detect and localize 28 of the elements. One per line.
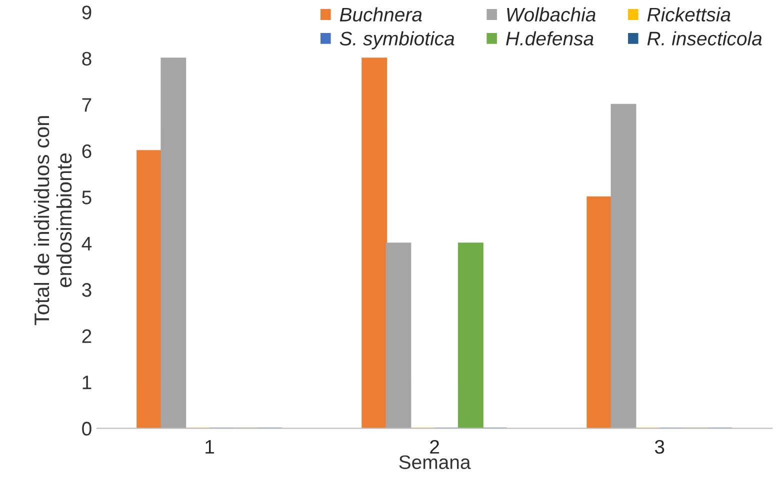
y-tick-label: 6 [82,144,92,158]
y-tick-label: 2 [82,329,92,343]
bar [610,104,636,428]
x-axis-title: Semana [399,455,471,470]
legend-label: R. insecticola [647,31,762,46]
bar [136,150,162,428]
x-tick-label: 3 [654,440,664,454]
x-tick-label: 1 [206,440,214,454]
y-tick-label: 8 [82,52,92,66]
bar [160,58,186,428]
bar [386,242,412,428]
legend-label: Buchnera [340,7,422,22]
bar [458,242,484,428]
legend-label: S. symbiotica [340,31,454,50]
y-tick-label: 4 [82,237,92,250]
y-tick-label: 9 [82,6,92,20]
y-tick-label: 5 [82,190,92,204]
bar [586,196,612,428]
legend-label: Wolbachia [507,7,596,22]
y-tick-label: 7 [82,98,92,112]
bar [362,58,388,428]
y-tick-label: 0 [82,422,92,436]
y-tick-label: 1 [82,376,92,390]
legend-label: H.defensa [506,31,594,46]
y-tick-label: 3 [82,283,92,297]
y-axis-title: Total de individuos con endosimbionte [34,116,72,326]
legend-label: Rickettsia [647,7,730,22]
x-tick-label: 2 [430,440,439,454]
